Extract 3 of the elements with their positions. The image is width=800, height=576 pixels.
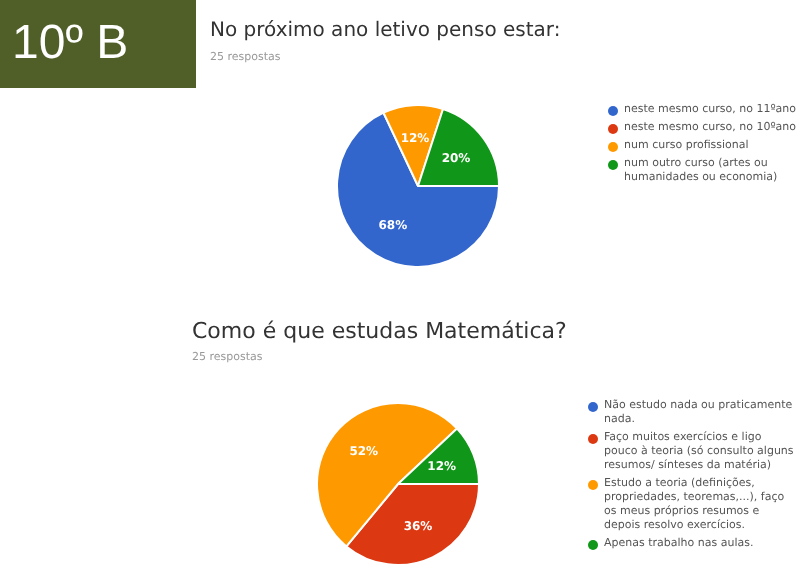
chart-title: No próximo ano letivo penso estar: bbox=[210, 20, 561, 42]
chart-title: Como é que estudas Matemática? bbox=[192, 318, 567, 344]
text: 10º B bbox=[0, 0, 196, 88]
